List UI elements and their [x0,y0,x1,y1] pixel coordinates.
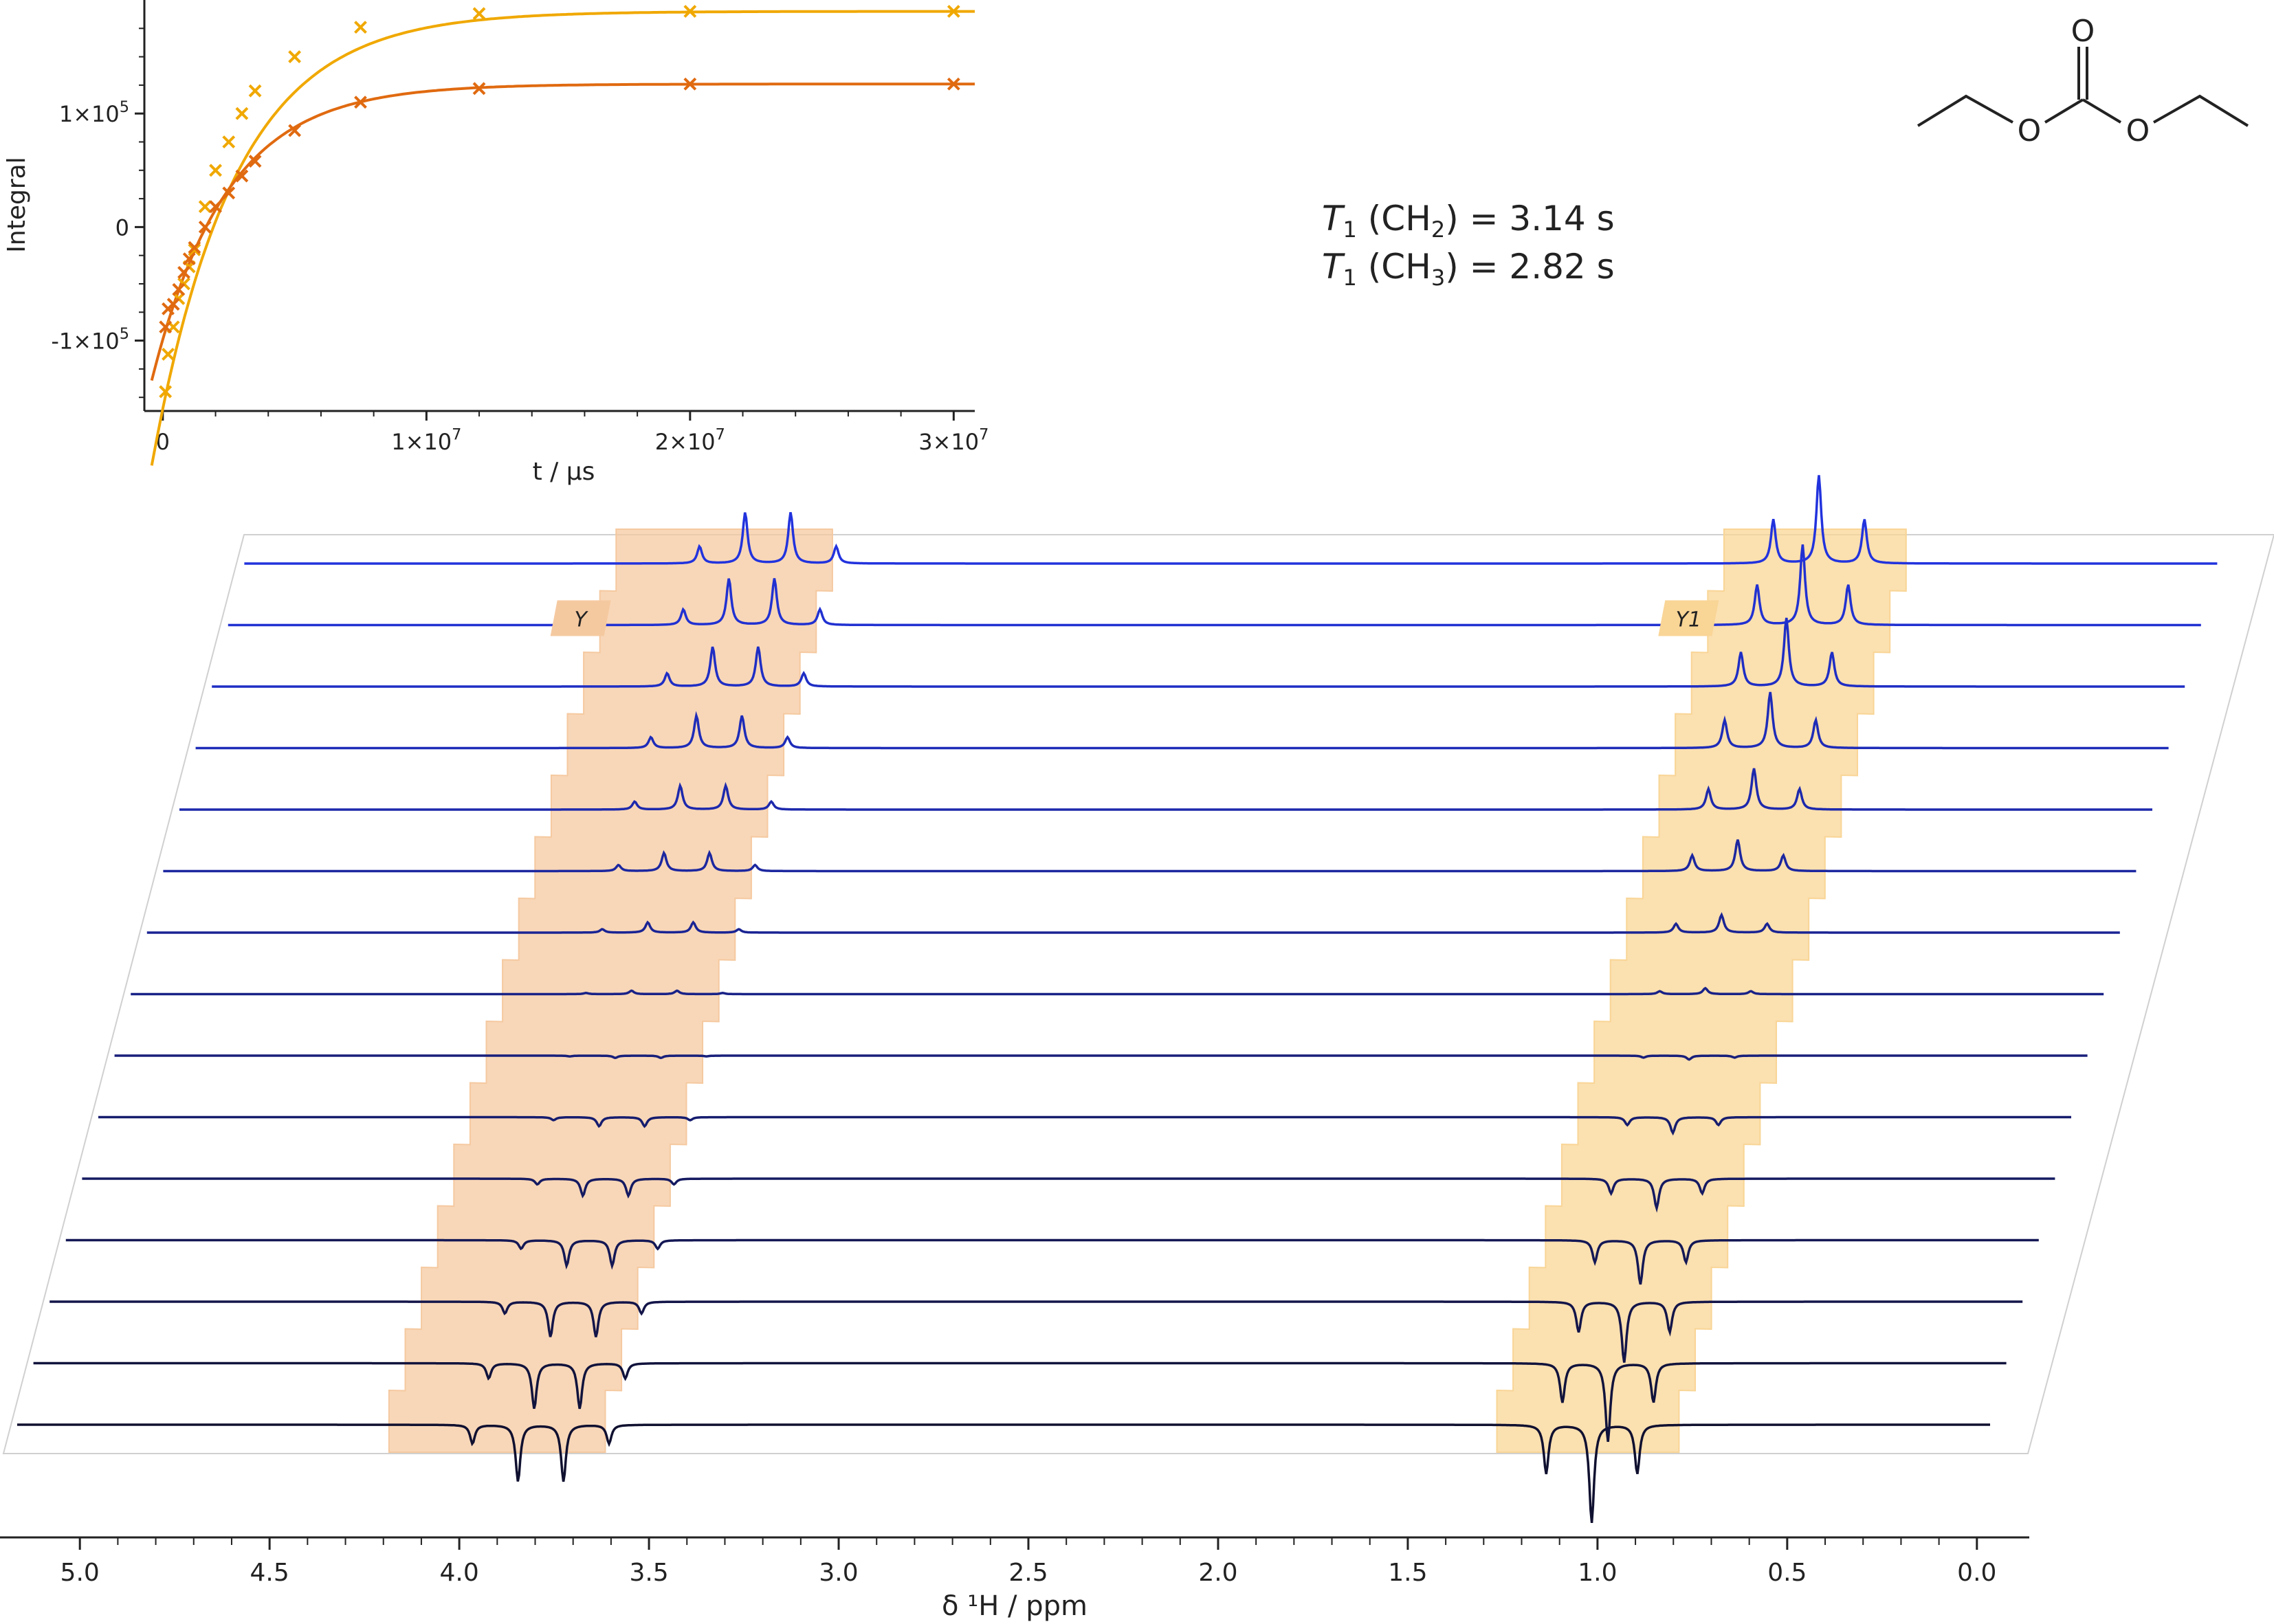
inset-x-axis-label: t / µs [533,458,595,486]
inset-x-tick-label: 1×107 [391,426,461,455]
spectrum-line-1 [33,1361,2007,1443]
spectrum-line-14 [244,475,2218,565]
inset-data-point [288,50,302,64]
inset-data-point [683,77,697,91]
inset-y-tick-label: 0 [115,214,129,241]
inset-data-point [354,96,367,109]
inset-data-point [159,385,173,399]
ppm-tick-label: 3.5 [629,1559,668,1587]
inset-data-point [166,298,180,311]
inset-x-tick-label: 2×107 [655,426,725,455]
integration-region-0 [388,529,833,1453]
inset-data-point [209,164,222,177]
inset-data-point [248,84,262,98]
carbonyl-right-bond [2082,98,2122,124]
inset-data-points [159,5,960,399]
region-labels: Y Y1 [550,600,1719,636]
spectrum-line-5 [98,1115,2071,1136]
inset-x-ticks: 0 1×107 2×107 3×107 [156,411,989,455]
inset-data-point [354,21,367,34]
inset-data-point [248,155,262,168]
spectra [17,475,2218,1524]
inset-data-point [683,5,697,18]
inset-data-point [288,124,302,137]
molecule-structure [1917,47,2249,127]
t1-fit-plot: 1×105 0 -1×105 0 1×107 2×107 3×107 t / µs Int… [3,0,989,486]
spectrum-line-2 [49,1300,2023,1363]
stacked-spectra-plot: Y Y1 5.0 4.5 4.0 3.5 3.0 2.5 2.0 1.5 1.0 0.5 0.0 δ … [0,475,2274,1622]
inset-data-point [159,320,173,334]
inset-data-point [209,200,222,214]
inset-data-point [182,252,196,266]
inset-data-point [235,107,249,120]
region-label-tag [550,600,611,636]
inset-x-tick-label: 0 [156,429,170,455]
inset-data-point [198,200,212,214]
inset-y-ticks: 1×105 0 -1×105 [51,27,144,399]
inset-fit-curves [150,10,975,466]
inset-data-point [472,7,486,21]
inset-data-point [177,266,190,279]
inset-data-point [235,169,249,183]
inset-data-point [947,5,960,18]
inset-y-tick-label: 1×105 [59,98,129,127]
oxygen-atom-right: O [2126,113,2150,148]
spectrum-line-8 [146,912,2120,934]
spectrum-line-6 [114,1054,2088,1061]
inset-y-axis-label: Integral [3,157,31,252]
spectrum-line-3 [65,1238,2039,1285]
inset-x-tick-label: 3×107 [918,426,989,455]
ppm-tick-label: 5.0 [60,1559,100,1587]
stack-frame [2,534,2274,1454]
spectrum-line-7 [131,986,2104,996]
spectrum-line-0 [17,1423,1990,1524]
inset-data-point [947,77,960,91]
carbonyl-left-bond [2044,98,2084,124]
inset-data-point [472,82,486,96]
inset-data-point [222,135,236,148]
molecule-bonds-right [2153,94,2249,127]
spectrum-line-11 [195,691,2169,750]
region-label-tag [1658,600,1719,636]
inset-data-point [188,241,201,254]
ppm-tick-label: 4.5 [250,1559,289,1587]
inset-data-point [188,243,201,256]
ppm-axis-label: δ ¹H / ppm [942,1590,1088,1622]
spectrum-line-4 [82,1177,2055,1213]
inset-data-point [222,186,236,200]
oxygen-atom-left: O [2018,113,2042,148]
inset-data-point [162,347,175,361]
region-label-text: Y [575,608,589,632]
ppm-ticks: 5.0 4.5 4.0 3.5 3.0 2.5 2.0 1.5 1.0 0.5 0.0 [60,1537,1996,1587]
ppm-tick-label: 4.0 [439,1559,478,1587]
spectrum-line-9 [163,839,2137,873]
t1-annotations: T1 (CH2) = 3.14 s T1 (CH3) = 2.82 s [1322,199,1615,291]
inset-fit-curve-0 [150,10,975,466]
inset-y-tick-label: -1×105 [51,325,129,354]
molecule-bonds [1917,94,2013,127]
inset-fit-curve-1 [150,82,975,381]
integration-regions [388,529,1907,1453]
inset-data-point [198,220,212,234]
oxygen-atom-top: O [2071,14,2095,49]
inset-data-point [172,282,186,296]
ppm-tick-label: 1.0 [1578,1559,1617,1587]
t1-ch2-label: T1 (CH2) = 3.14 s [1322,199,1615,243]
ppm-tick-label: 3.0 [819,1559,858,1587]
t1-ch3-label: T1 (CH3) = 2.82 s [1322,247,1615,291]
spectrum-line-10 [179,768,2152,811]
ppm-tick-label: 0.5 [1767,1559,1807,1587]
ppm-tick-label: 2.5 [1008,1559,1048,1587]
spectrum-line-12 [212,617,2185,688]
ppm-tick-label: 0.0 [1957,1559,1996,1587]
region-label-text: Y1 [1676,608,1701,632]
ppm-tick-label: 2.0 [1198,1559,1237,1587]
ppm-tick-label: 1.5 [1388,1559,1427,1587]
